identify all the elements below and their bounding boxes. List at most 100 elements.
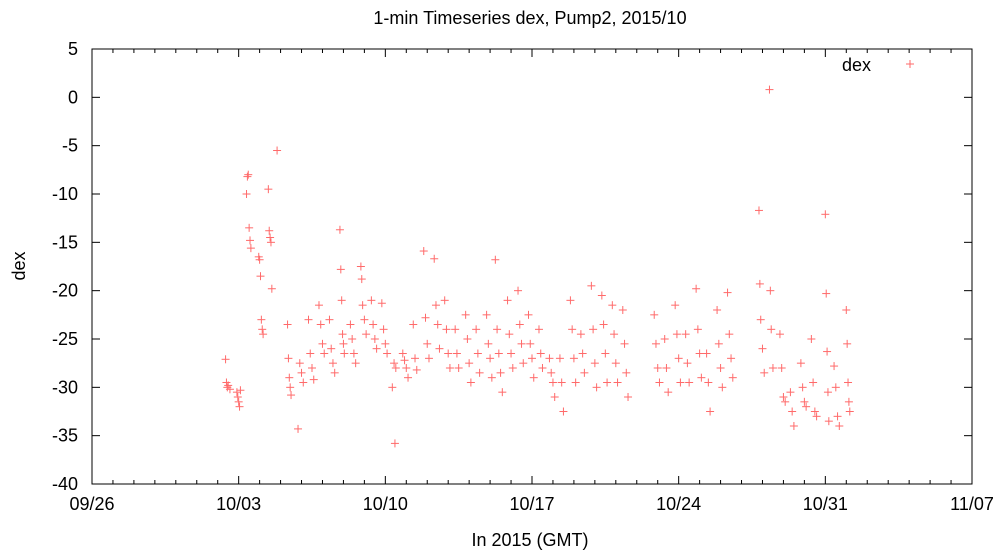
data-point	[503, 296, 512, 305]
data-point	[835, 422, 844, 430]
x-tick-label: 10/17	[509, 494, 554, 514]
data-point	[571, 378, 580, 387]
data-point	[337, 296, 346, 305]
data-point	[610, 330, 619, 339]
x-axis-label: In 2015 (GMT)	[471, 530, 588, 550]
x-tick-label: 10/10	[363, 494, 408, 514]
data-point	[693, 325, 702, 334]
data-point	[411, 354, 420, 363]
data-point	[788, 407, 797, 416]
data-point	[664, 388, 673, 397]
data-point	[498, 388, 507, 397]
data-point	[346, 320, 355, 329]
y-tick-label: -5	[62, 136, 78, 156]
data-point	[767, 325, 776, 334]
data-point	[491, 255, 500, 264]
data-point	[672, 330, 681, 339]
data-point	[655, 378, 664, 387]
data-point	[383, 349, 392, 358]
data-point	[435, 344, 444, 353]
data-point	[482, 310, 491, 319]
data-point	[266, 233, 275, 242]
data-point	[494, 349, 503, 358]
data-point	[287, 391, 296, 400]
data-point	[475, 368, 484, 377]
data-point	[515, 320, 524, 329]
data-point	[442, 325, 451, 334]
data-point	[725, 330, 734, 339]
data-point	[608, 301, 617, 310]
data-point	[314, 301, 323, 310]
data-point	[423, 339, 432, 348]
data-point	[821, 210, 830, 219]
x-tick-label: 11/07	[950, 494, 994, 514]
data-point	[320, 349, 329, 358]
data-point	[676, 378, 685, 387]
data-point	[548, 378, 557, 387]
data-point	[264, 185, 273, 194]
data-point	[685, 378, 694, 387]
data-point	[618, 306, 627, 314]
data-point	[461, 310, 470, 319]
data-point	[765, 85, 774, 94]
data-point	[714, 339, 723, 348]
y-tick-label: -20	[52, 281, 78, 301]
data-point	[624, 393, 633, 401]
data-point	[810, 407, 819, 416]
data-point	[440, 296, 449, 305]
data-point	[351, 359, 360, 368]
data-point	[538, 364, 547, 372]
x-axis: 09/26 10/03 10/10 10/17 10/24 10/31 11/07	[69, 49, 994, 514]
data-point	[692, 284, 701, 293]
plot-frame	[91, 48, 973, 485]
y-tick-label: -35	[52, 426, 78, 446]
data-point	[452, 349, 461, 358]
x-tick-label: 10/24	[656, 494, 701, 514]
data-point	[259, 330, 268, 339]
data-point	[824, 417, 833, 426]
data-point	[760, 368, 769, 377]
data-point	[505, 330, 514, 339]
data-point	[557, 378, 566, 387]
data-point	[400, 356, 409, 365]
data-point	[842, 306, 851, 314]
data-point	[265, 226, 274, 235]
data-point	[592, 383, 601, 392]
data-point	[236, 386, 245, 395]
x-tick-label: 10/03	[216, 494, 261, 514]
data-point	[286, 383, 295, 392]
data-point	[424, 354, 433, 363]
data-point	[473, 349, 482, 358]
x-tick-label: 10/31	[803, 494, 848, 514]
data-point	[844, 397, 853, 406]
data-point	[283, 320, 292, 329]
data-point	[463, 335, 472, 343]
data-point	[284, 354, 293, 363]
data-point	[823, 347, 832, 356]
data-point	[590, 359, 599, 368]
data-point	[587, 281, 596, 290]
data-point	[466, 378, 475, 387]
y-tick-label: 5	[68, 39, 78, 59]
data-point	[340, 349, 349, 358]
data-point	[716, 364, 725, 372]
data-point	[650, 310, 659, 319]
data-point	[786, 388, 795, 397]
data-point	[318, 339, 327, 348]
data-point	[267, 284, 276, 293]
data-point	[391, 364, 400, 372]
data-point	[421, 313, 430, 322]
y-tick-label: -10	[52, 184, 78, 204]
data-point	[507, 349, 516, 358]
data-point	[327, 344, 336, 353]
data-point	[388, 383, 397, 392]
data-point	[309, 375, 318, 384]
data-point	[545, 354, 554, 363]
legend: dex	[842, 55, 914, 75]
data-point	[528, 354, 536, 363]
data-point	[246, 236, 255, 245]
data-point	[534, 325, 543, 334]
data-point	[576, 330, 585, 339]
data-point	[702, 349, 711, 358]
